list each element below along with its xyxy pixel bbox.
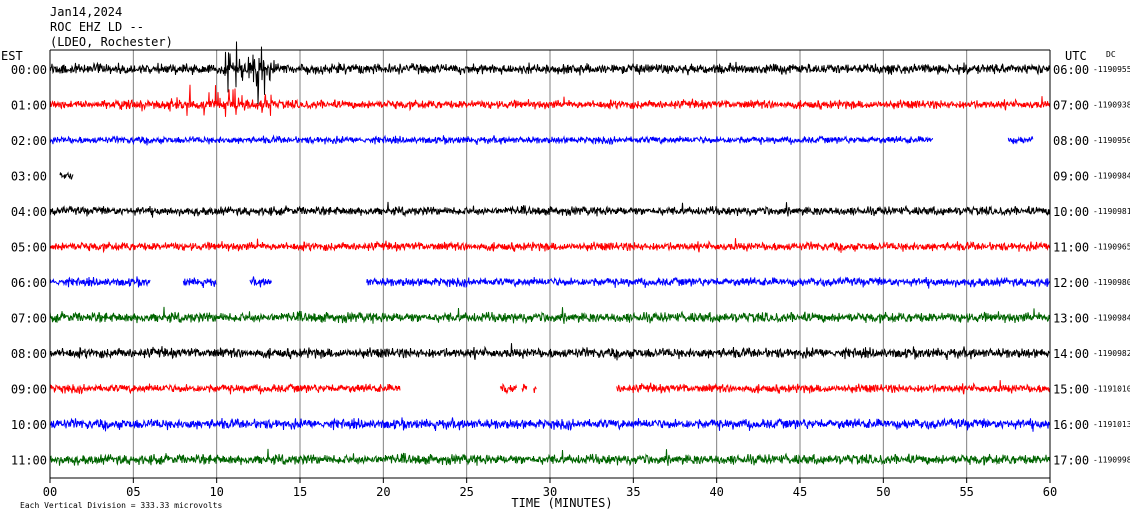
est-time-label: 11:00 <box>11 454 47 468</box>
seismic-trace <box>499 382 517 395</box>
est-time-label: 01:00 <box>11 99 47 113</box>
x-tick-label: 00 <box>43 485 57 499</box>
seismic-trace <box>49 383 401 395</box>
x-axis-ticks: 00 05 10 15 20 25 30 35 40 45 50 55 60 <box>43 478 1057 499</box>
x-tick-label: 45 <box>793 485 807 499</box>
est-time-label: 03:00 <box>11 170 47 184</box>
est-time-label: 10:00 <box>11 418 47 432</box>
est-time-label: 04:00 <box>11 205 47 219</box>
est-time-label: 06:00 <box>11 276 47 290</box>
x-tick-label: 40 <box>709 485 723 499</box>
right-axis-title: UTC <box>1065 49 1087 63</box>
x-tick-label: 20 <box>376 485 390 499</box>
utc-time-label: 16:00 <box>1053 418 1089 432</box>
dc-offset-label: -1191013 <box>1093 420 1130 429</box>
est-time-label: 07:00 <box>11 312 47 326</box>
utc-time-label: 09:00 <box>1053 170 1089 184</box>
dc-offset-label: -1190938 <box>1093 101 1130 110</box>
utc-time-label: 17:00 <box>1053 454 1089 468</box>
utc-time-label: 06:00 <box>1053 63 1089 77</box>
x-tick-label: 55 <box>959 485 973 499</box>
footer-note: Each Vertical Division = 333.33 microvol… <box>20 501 222 510</box>
seismic-trace <box>49 201 1051 218</box>
est-time-label: 08:00 <box>11 347 47 361</box>
utc-time-label: 08:00 <box>1053 134 1089 148</box>
seismic-trace <box>249 276 272 288</box>
trace-layer <box>49 41 1051 467</box>
seismic-trace <box>533 386 537 393</box>
x-tick-label: 10 <box>209 485 223 499</box>
utc-time-label: 13:00 <box>1053 312 1089 326</box>
left-axis-title: EST <box>1 49 23 63</box>
seismic-trace <box>49 276 151 288</box>
seismic-trace <box>49 84 1051 117</box>
x-tick-label: 25 <box>459 485 473 499</box>
utc-time-label: 07:00 <box>1053 99 1089 113</box>
dc-offset-label: -1190956 <box>1093 136 1130 145</box>
utc-time-label: 15:00 <box>1053 383 1089 397</box>
utc-time-label: 10:00 <box>1053 205 1089 219</box>
row-labels: 00:00 06:00 -1190955 01:00 07:00 -1190938 02:0… <box>11 63 1130 468</box>
dc-offset-label: -1190981 <box>1093 207 1130 216</box>
utc-time-label: 14:00 <box>1053 347 1089 361</box>
x-tick-label: 60 <box>1043 485 1057 499</box>
dc-offset-label: -1190984 <box>1093 314 1130 323</box>
header-date: Jan14,2024 <box>50 5 122 19</box>
x-tick-label: 15 <box>293 485 307 499</box>
est-time-label: 05:00 <box>11 241 47 255</box>
dc-offset-label: -1190982 <box>1093 349 1130 358</box>
seismic-trace <box>49 343 1051 361</box>
seismic-trace <box>49 134 934 146</box>
dc-offset-label: -1190984 <box>1093 172 1130 181</box>
header-station: ROC EHZ LD -- <box>50 20 144 34</box>
dc-label: DC <box>1106 50 1116 59</box>
seismic-trace <box>59 171 74 180</box>
est-time-label: 02:00 <box>11 134 47 148</box>
seismic-trace <box>49 306 1051 325</box>
x-axis-label: TIME (MINUTES) <box>511 496 612 510</box>
utc-time-label: 11:00 <box>1053 241 1089 255</box>
seismic-trace <box>49 238 1051 254</box>
est-time-label: 00:00 <box>11 63 47 77</box>
x-tick-label: 05 <box>126 485 140 499</box>
x-tick-label: 35 <box>626 485 640 499</box>
seismic-trace <box>616 380 1051 395</box>
seismic-trace <box>49 41 1051 105</box>
dc-offset-label: -1190980 <box>1093 278 1130 287</box>
seismic-trace <box>182 277 217 289</box>
seismic-trace <box>49 448 1051 467</box>
header-network: (LDEO, Rochester) <box>50 35 173 49</box>
x-tick-label: 50 <box>876 485 890 499</box>
seismic-trace <box>521 383 528 393</box>
seismic-trace <box>366 276 1051 289</box>
seismic-trace <box>1007 136 1034 145</box>
dc-offset-label: -1190965 <box>1093 243 1130 252</box>
est-time-label: 09:00 <box>11 383 47 397</box>
utc-time-label: 12:00 <box>1053 276 1089 290</box>
dc-offset-label: -1190955 <box>1093 65 1130 74</box>
dc-offset-label: -1191010 <box>1093 385 1130 394</box>
grid-lines <box>132 50 968 478</box>
x-tick-label: 30 <box>543 485 557 499</box>
dc-offset-label: -1190998 <box>1093 456 1130 465</box>
seismic-trace <box>49 417 1051 432</box>
